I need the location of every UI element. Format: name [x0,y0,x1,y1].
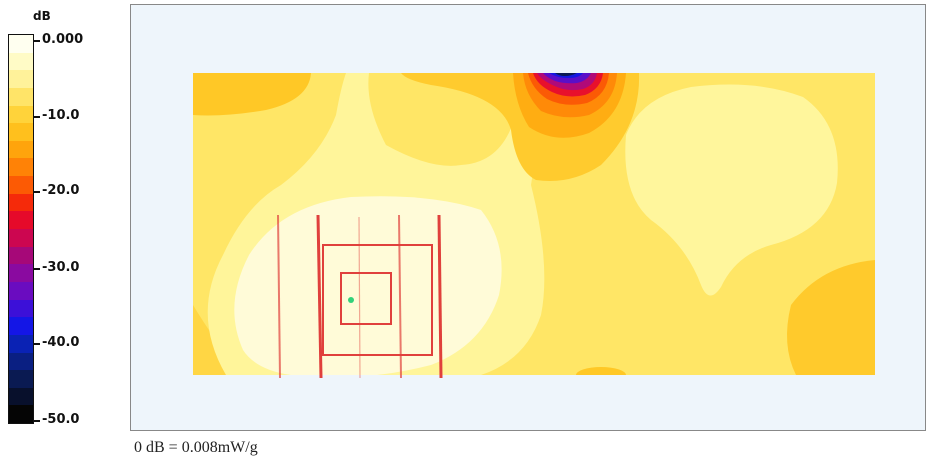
grid-line-2 [316,214,323,379]
colorbar-band-8 [9,176,33,194]
colorbar-band-21 [9,405,33,424]
colorbar-tick-label-3: -30.0 [42,260,80,275]
contour-near-white-core [234,196,502,375]
contour-right-pale [625,84,838,296]
colorbar-band-16 [9,317,33,335]
grid-line-5 [437,214,443,379]
colorbar-band-2 [9,70,33,88]
contour-top-left [193,73,311,116]
colorbar-band-0 [9,35,33,53]
colorbar-tick-5 [34,420,40,422]
colorbar-tick-label-5: -50.0 [42,412,80,427]
colorbar-tick-2 [34,191,40,193]
colorbar-tick-3 [34,268,40,270]
grid-line-1 [277,214,281,379]
colorbar-unit-label: dB [33,9,51,23]
colorbar-band-4 [9,105,33,124]
colorbar-band-10 [9,211,33,230]
colorbar-band-9 [9,193,33,212]
colorbar-band-1 [9,52,33,71]
colorbar-tick-4 [34,343,40,345]
colorbar-band-13 [9,264,33,282]
colorbar-tick-0 [34,40,40,42]
coarse-scan-box [322,244,433,356]
sar-distribution-map [131,5,925,430]
colorbar [8,34,34,424]
colorbar-band-7 [9,158,33,177]
colorbar-tick-1 [34,116,40,118]
grid-line-4 [398,214,402,379]
colorbar-tick-label-0: 0.000 [42,32,84,47]
colorbar-tick-label-2: -20.0 [42,183,80,198]
zoom-scan-box [340,272,392,325]
colorbar-band-14 [9,281,33,300]
contour-layers [193,73,875,375]
measurement-grid [277,214,443,379]
contour-bottom-center [576,367,626,375]
colorbar-band-6 [9,140,33,159]
colorbar-band-11 [9,229,33,247]
colorbar-band-15 [9,299,33,318]
contour-left-bottom [193,305,241,375]
grid-line-3 [358,216,361,379]
contour-right-bottom [787,260,875,375]
colorbar-tick-label-4: -40.0 [42,335,80,350]
reference-note: 0 dB = 0.008mW/g [134,439,258,456]
colorbar-tick-label-1: -10.0 [42,108,80,123]
peak-location-marker [348,297,354,303]
colorbar-band-12 [9,246,33,265]
colorbar-band-19 [9,370,33,388]
sar-plot-frame [130,4,926,431]
colorbar-band-3 [9,87,33,106]
contour-hotspot-core [555,73,577,76]
colorbar-band-20 [9,387,33,406]
colorbar-band-5 [9,123,33,141]
colorbar-band-18 [9,352,33,371]
colorbar-band-17 [9,334,33,353]
